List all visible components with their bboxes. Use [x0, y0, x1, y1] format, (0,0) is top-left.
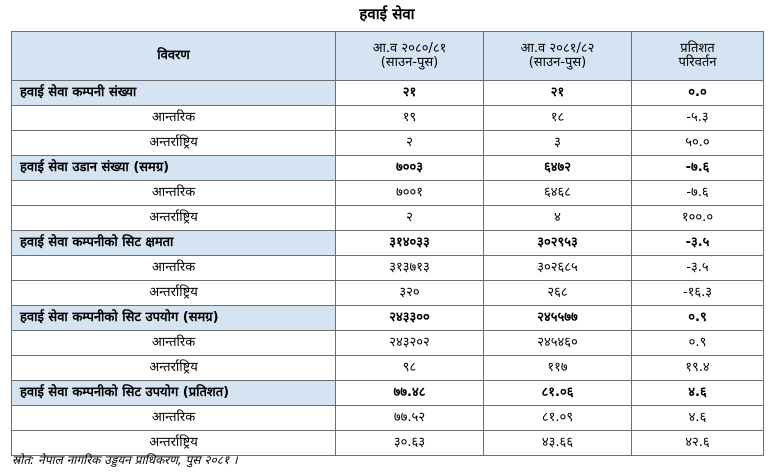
- row-label: आन्तरिक: [11, 255, 336, 281]
- table-row: हवाई सेवा कम्पनीको सिट क्षमता ३१४०३३ ३०२…: [11, 230, 764, 256]
- table-row: आन्तरिक २४३२०२ २४५४६० ०.९: [11, 330, 764, 356]
- cell-fy-2080-81: ७७.५२: [335, 405, 484, 431]
- cell-fy-2081-82: ११७: [483, 355, 632, 381]
- row-label: आन्तरिक: [11, 330, 336, 356]
- row-label: हवाई सेवा उडान संख्या (समग्र): [11, 155, 336, 181]
- table-row: हवाई सेवा कम्पनीको सिट उपयोग (प्रतिशत) ७…: [11, 380, 764, 406]
- table-header: विवरण आ.व २०८०/८१ (साउन-पुस) आ.व २०८१/८२…: [11, 31, 764, 81]
- table-row: अन्तर्राष्ट्रिय ३०.६३ ४३.६६ ४२.६: [11, 430, 764, 456]
- row-label: हवाई सेवा कम्पनी संख्या: [11, 80, 336, 106]
- cell-fy-2081-82: ३०२६८५: [483, 255, 632, 281]
- cell-fy-2080-81: ३१३७१३: [335, 255, 484, 281]
- header-fy-2080-81-line2: (साउन-पुस): [380, 55, 439, 70]
- row-label: आन्तरिक: [11, 105, 336, 131]
- cell-fy-2080-81: ३०.६३: [335, 430, 484, 456]
- table-row: अन्तर्राष्ट्रिय २ ३ ५०.०: [11, 130, 764, 156]
- cell-percent-change: -३.५: [631, 230, 764, 256]
- cell-percent-change: -१६.३: [631, 280, 764, 306]
- table-row: अन्तर्राष्ट्रिय ९८ ११७ १९.४: [11, 355, 764, 381]
- header-percent-change-line1: प्रतिशत: [680, 40, 715, 56]
- header-fy-2081-82: आ.व २०८१/८२ (साउन-पुस): [483, 31, 632, 81]
- cell-fy-2080-81: २१: [335, 80, 484, 106]
- cell-percent-change: १००.०: [631, 205, 764, 231]
- row-label: अन्तर्राष्ट्रिय: [11, 130, 336, 156]
- header-fy-2081-82-line1: आ.व २०८१/८२: [520, 40, 595, 56]
- header-description: विवरण: [11, 31, 336, 81]
- cell-percent-change: ४२.६: [631, 430, 764, 456]
- cell-percent-change: ०.०: [631, 80, 764, 106]
- header-fy-2080-81: आ.व २०८०/८१ (साउन-पुस): [335, 31, 484, 81]
- cell-fy-2081-82: ३: [483, 130, 632, 156]
- row-label: अन्तर्राष्ट्रिय: [11, 280, 336, 306]
- cell-fy-2080-81: ७००१: [335, 180, 484, 206]
- row-label: हवाई सेवा कम्पनीको सिट क्षमता: [11, 230, 336, 256]
- cell-fy-2080-81: ७००३: [335, 155, 484, 181]
- cell-fy-2081-82: ६४७२: [483, 155, 632, 181]
- cell-fy-2080-81: २४३३००: [335, 305, 484, 331]
- cell-fy-2081-82: २४५५७७: [483, 305, 632, 331]
- cell-percent-change: -३.५: [631, 255, 764, 281]
- table-row: अन्तर्राष्ट्रिय २ ४ १००.०: [11, 205, 764, 231]
- row-label: अन्तर्राष्ट्रिय: [11, 430, 336, 456]
- cell-percent-change: -७.६: [631, 180, 764, 206]
- cell-percent-change: -७.६: [631, 155, 764, 181]
- cell-percent-change: ०.९: [631, 330, 764, 356]
- cell-fy-2080-81: २४३२०२: [335, 330, 484, 356]
- header-percent-change-line2: परिवर्तन: [678, 55, 717, 70]
- cell-fy-2080-81: ७७.४८: [335, 380, 484, 406]
- cell-fy-2080-81: २: [335, 205, 484, 231]
- header-percent-change: प्रतिशत परिवर्तन: [631, 31, 764, 81]
- cell-percent-change: ०.९: [631, 305, 764, 331]
- row-label: अन्तर्राष्ट्रिय: [11, 205, 336, 231]
- table-row: अन्तर्राष्ट्रिय ३२० २६८ -१६.३: [11, 280, 764, 306]
- row-label: आन्तरिक: [11, 405, 336, 431]
- cell-fy-2081-82: ४३.६६: [483, 430, 632, 456]
- cell-percent-change: ५०.०: [631, 130, 764, 156]
- cell-fy-2081-82: २६८: [483, 280, 632, 306]
- cell-fy-2081-82: ८१.०६: [483, 380, 632, 406]
- cell-fy-2081-82: ८१.०९: [483, 405, 632, 431]
- cell-fy-2081-82: ६४६८: [483, 180, 632, 206]
- row-label: हवाई सेवा कम्पनीको सिट उपयोग (प्रतिशत): [11, 380, 336, 406]
- table-row: आन्तरिक ७७.५२ ८१.०९ ४.६: [11, 405, 764, 431]
- header-fy-2081-82-line2: (साउन-पुस): [528, 55, 587, 70]
- cell-percent-change: ४.६: [631, 380, 764, 406]
- cell-fy-2081-82: २४५४६०: [483, 330, 632, 356]
- table-row: आन्तरिक ७००१ ६४६८ -७.६: [11, 180, 764, 206]
- table-row: हवाई सेवा कम्पनी संख्या २१ २१ ०.०: [11, 80, 764, 106]
- cell-fy-2081-82: २१: [483, 80, 632, 106]
- air-service-table: विवरण आ.व २०८०/८१ (साउन-पुस) आ.व २०८१/८२…: [11, 31, 764, 456]
- row-label: हवाई सेवा कम्पनीको सिट उपयोग (समग्र): [11, 305, 336, 331]
- table-row: हवाई सेवा कम्पनीको सिट उपयोग (समग्र) २४३…: [11, 305, 764, 331]
- cell-fy-2080-81: २: [335, 130, 484, 156]
- cell-percent-change: १९.४: [631, 355, 764, 381]
- cell-fy-2081-82: ४: [483, 205, 632, 231]
- cell-percent-change: -५.३: [631, 105, 764, 131]
- cell-fy-2080-81: ३१४०३३: [335, 230, 484, 256]
- cell-fy-2081-82: ३०२९५३: [483, 230, 632, 256]
- header-fy-2080-81-line1: आ.व २०८०/८१: [372, 40, 447, 56]
- cell-fy-2080-81: १९: [335, 105, 484, 131]
- cell-fy-2081-82: १८: [483, 105, 632, 131]
- table-row: आन्तरिक १९ १८ -५.३: [11, 105, 764, 131]
- row-label: अन्तर्राष्ट्रिय: [11, 355, 336, 381]
- cell-fy-2080-81: ९८: [335, 355, 484, 381]
- table-title: हवाई सेवा: [359, 5, 415, 23]
- source-note: स्रोत: नेपाल नागरिक उड्डयन प्राधिकरण, पु…: [12, 453, 238, 467]
- table-row: आन्तरिक ३१३७१३ ३०२६८५ -३.५: [11, 255, 764, 281]
- row-label: आन्तरिक: [11, 180, 336, 206]
- table-row: हवाई सेवा उडान संख्या (समग्र) ७००३ ६४७२ …: [11, 155, 764, 181]
- cell-fy-2080-81: ३२०: [335, 280, 484, 306]
- cell-percent-change: ४.६: [631, 405, 764, 431]
- table-body: हवाई सेवा कम्पनी संख्या २१ २१ ०.० आन्तरि…: [11, 80, 764, 456]
